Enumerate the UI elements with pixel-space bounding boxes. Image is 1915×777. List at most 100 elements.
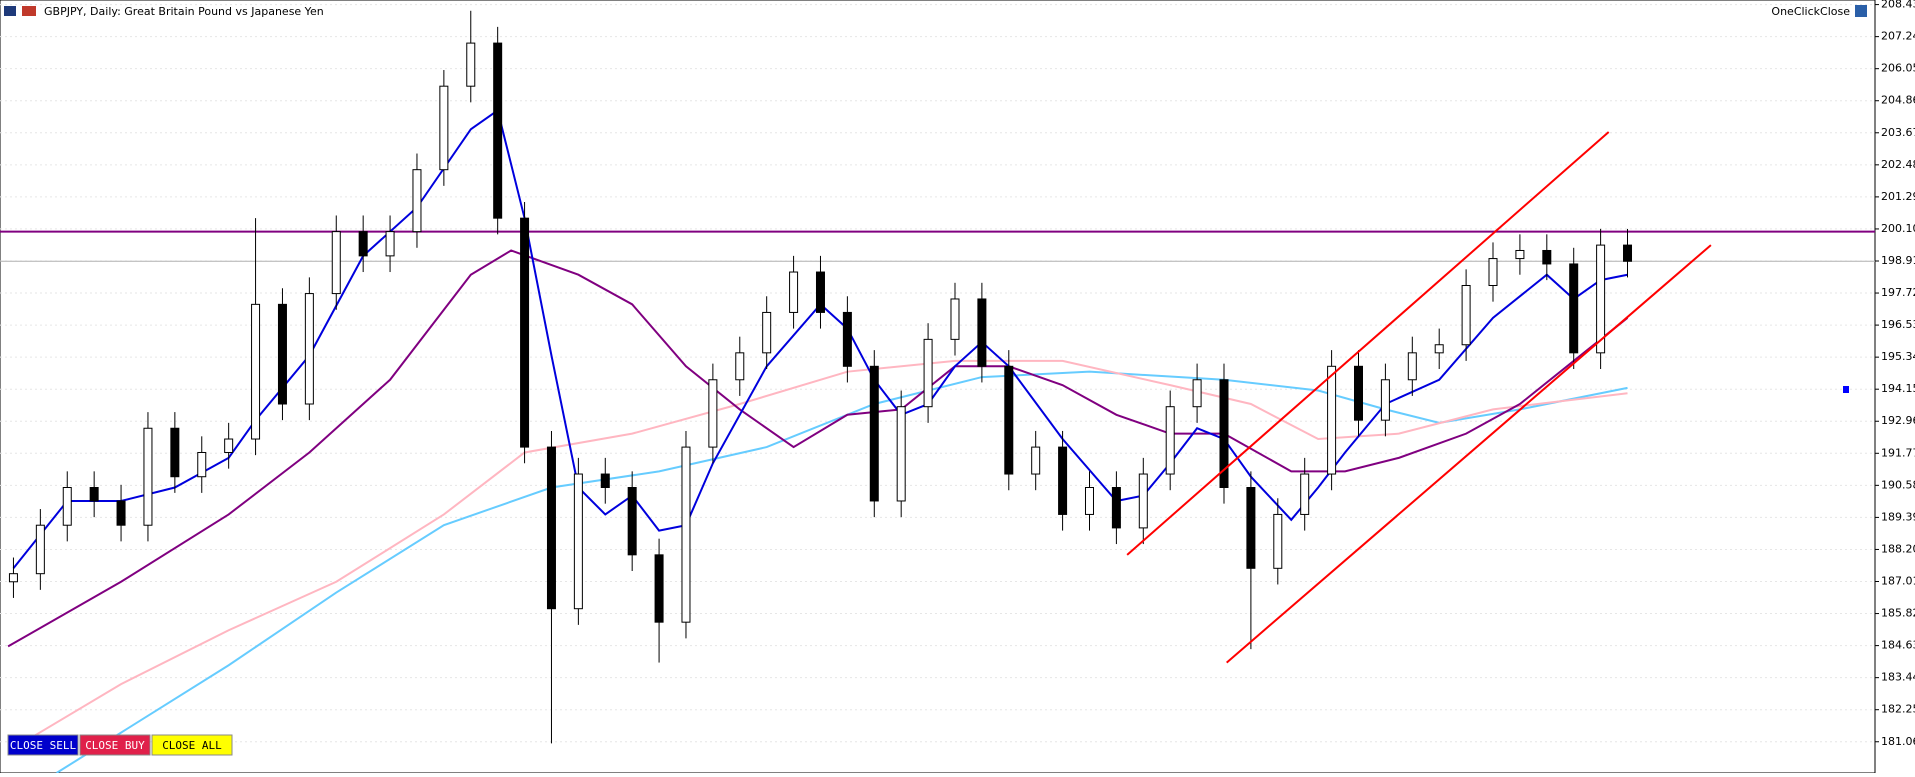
candle-body [789, 271, 799, 313]
candle-body [923, 338, 933, 408]
close-button-label: CLOSE ALL [162, 739, 222, 752]
candle-body [277, 303, 287, 405]
candle-body [1111, 487, 1121, 529]
candle-body [35, 524, 45, 575]
candle-body [600, 473, 610, 489]
y-tick-label: 182.250 [1881, 703, 1915, 716]
candle-body [1300, 473, 1310, 515]
candle-body [977, 298, 987, 367]
y-tick-label: 197.720 [1881, 286, 1915, 299]
candle-body [89, 487, 99, 502]
y-tick-label: 203.670 [1881, 126, 1915, 139]
candle-body [170, 427, 180, 478]
candle-body [627, 487, 637, 556]
candle-body [1488, 258, 1498, 286]
candle-body [573, 473, 583, 610]
brand: OneClickClose [1771, 5, 1850, 18]
candle-body [1138, 473, 1148, 529]
candle-body [1192, 379, 1202, 408]
y-tick-label: 198.910 [1881, 254, 1915, 267]
y-tick-label: 206.050 [1881, 62, 1915, 75]
candle-body [896, 406, 906, 502]
candle-body [950, 298, 960, 340]
candle-body [143, 427, 153, 526]
candle-body [1327, 365, 1337, 475]
candle-body [708, 379, 718, 448]
candle-body [1434, 344, 1444, 354]
y-tick-label: 196.530 [1881, 318, 1915, 331]
candle-body [869, 365, 879, 502]
y-tick-label: 201.290 [1881, 190, 1915, 203]
candle-body [62, 487, 72, 526]
candle-body [466, 42, 476, 87]
y-tick-label: 200.100 [1881, 222, 1915, 235]
candle-body [1058, 446, 1068, 515]
candle-body [412, 169, 422, 233]
y-tick-label: 194.150 [1881, 382, 1915, 395]
y-tick-label: 189.390 [1881, 510, 1915, 523]
candle-body [197, 451, 207, 478]
y-tick-label: 183.440 [1881, 671, 1915, 684]
y-tick-label: 188.200 [1881, 542, 1915, 555]
candle-body [1380, 379, 1390, 421]
candle-body [1354, 365, 1364, 421]
y-tick-label: 184.630 [1881, 639, 1915, 652]
menu-icon[interactable] [4, 6, 16, 16]
close-button-label: CLOSE SELL [10, 739, 77, 752]
candle-body [1569, 263, 1579, 354]
close-button[interactable] [79, 734, 151, 756]
candle-body [520, 217, 530, 448]
y-tick-label: 190.580 [1881, 478, 1915, 491]
candle-body [8, 573, 18, 583]
candle-body [251, 303, 261, 440]
plot [0, 4, 1875, 774]
close-button[interactable] [151, 734, 233, 756]
candle-body [546, 446, 556, 610]
candle-body [1031, 446, 1041, 475]
candle-body [493, 42, 503, 219]
candle-body [1165, 406, 1175, 475]
candle-body [681, 446, 691, 623]
y-tick-label: 187.010 [1881, 575, 1915, 588]
candle-body [224, 438, 234, 453]
marker [1843, 386, 1849, 393]
y-tick-label: 191.770 [1881, 446, 1915, 459]
y-tick-label: 207.240 [1881, 30, 1915, 43]
candle-body [1219, 379, 1229, 489]
candle-body [304, 293, 314, 405]
candle-body [1623, 244, 1633, 262]
candle-body [1596, 244, 1606, 354]
candle-body [116, 500, 126, 526]
candle-body [1461, 284, 1471, 346]
y-tick-label: 192.960 [1881, 414, 1915, 427]
y-tick-label: 181.060 [1881, 735, 1915, 748]
candle-body [815, 271, 825, 313]
y-tick-label: 208.430 [1881, 0, 1915, 11]
chart-title: GBPJPY, Daily: Great Britain Pound vs Ja… [44, 5, 324, 18]
y-tick-label: 195.340 [1881, 350, 1915, 363]
y-tick-label: 204.860 [1881, 94, 1915, 107]
candle-body [1515, 249, 1525, 260]
close-button[interactable] [7, 734, 79, 756]
candle-body [331, 231, 341, 295]
chart-icon[interactable] [22, 6, 36, 16]
candle-body [439, 85, 449, 171]
candle-body [842, 311, 852, 367]
brand-icon [1855, 5, 1867, 17]
candle-body [1273, 513, 1283, 569]
close-button-label: CLOSE BUY [85, 739, 145, 752]
candle-body [385, 231, 395, 257]
candle-body [654, 554, 664, 623]
candle-body [762, 311, 772, 354]
candle-body [1407, 352, 1417, 381]
candle-body [735, 352, 745, 381]
candle-body [1084, 487, 1094, 515]
trendline [1126, 131, 1610, 556]
candle-body [1542, 249, 1552, 265]
candle-body [1246, 487, 1256, 569]
y-tick-label: 185.820 [1881, 607, 1915, 620]
trendline [1226, 244, 1712, 664]
candle-body [358, 231, 368, 257]
y-tick-label: 202.480 [1881, 158, 1915, 171]
